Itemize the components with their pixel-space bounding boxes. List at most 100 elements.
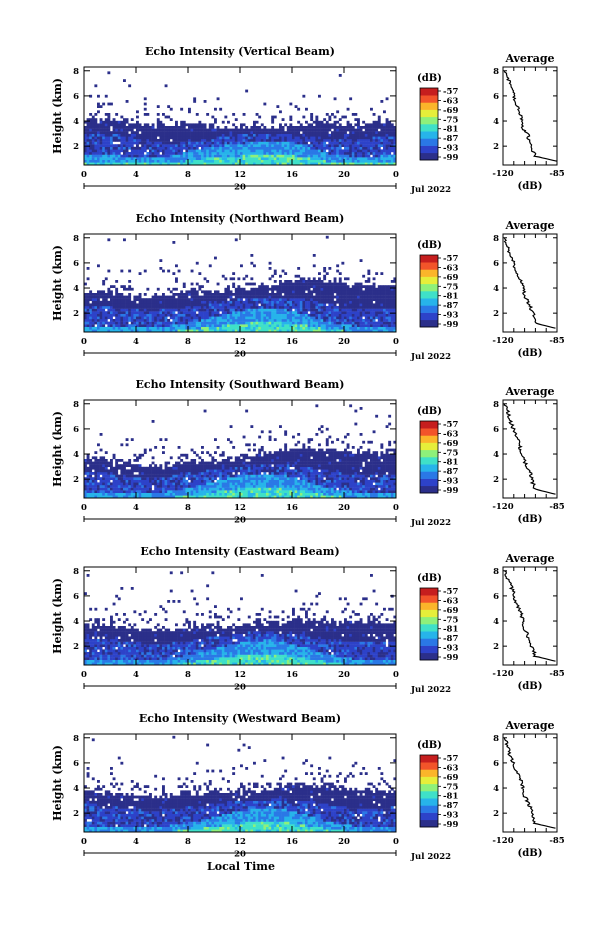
heatmap-cell [266, 159, 269, 163]
heatmap-cell [97, 128, 100, 132]
heatmap-cell [380, 128, 384, 132]
heatmap-cell [273, 133, 277, 137]
heatmap-cell [216, 141, 220, 145]
heatmap-cell [344, 154, 347, 158]
heatmap-cell [349, 321, 353, 325]
heatmap-cell [250, 282, 254, 286]
heatmap-cell [357, 282, 360, 286]
heatmap-cell [273, 321, 277, 325]
heatmap-cell [94, 141, 98, 145]
heatmap-cell [331, 287, 334, 291]
heatmap-cell [253, 152, 256, 155]
heatmap-cell [310, 316, 314, 320]
heatmap-cell [268, 133, 272, 137]
heatmap-cell [133, 495, 137, 499]
heatmap-cell [146, 490, 150, 493]
heatmap-cell [331, 149, 334, 153]
heatmap-cell [175, 321, 178, 325]
heatmap-cell [89, 485, 93, 488]
heatmap-cell [115, 152, 119, 155]
heatmap-cell [302, 139, 306, 142]
heatmap-cell [315, 115, 319, 119]
heatmap-cell [175, 264, 178, 268]
heatmap-cell [149, 126, 152, 129]
heatmap-cell [151, 306, 155, 309]
heatmap-cell [193, 162, 197, 166]
heatmap-cell [346, 146, 350, 150]
heatmap-cell [227, 306, 230, 309]
heatmap-cell [253, 287, 256, 291]
heatmap-cell [255, 303, 259, 307]
heatmap-cell [110, 495, 113, 499]
heatmap-cell [224, 136, 228, 140]
heatmap-cell [302, 329, 306, 333]
heatmap-cell [245, 131, 249, 134]
heatmap-cell [328, 326, 332, 330]
heatmap-cell [232, 303, 236, 307]
heatmap-cell [312, 316, 316, 320]
heatmap-cell [156, 319, 160, 322]
heatmap-cell [138, 149, 142, 153]
heatmap-cell [286, 303, 290, 307]
heatmap-cell [128, 472, 132, 475]
heatmap-cell [115, 485, 119, 488]
heatmap-cell [354, 319, 358, 322]
heatmap-cell [323, 321, 327, 325]
heatmap-cell [206, 451, 210, 454]
heatmap-cell [182, 131, 186, 134]
heatmap-cell [268, 136, 272, 140]
heatmap-cell [268, 261, 272, 265]
heatmap-cell [338, 159, 342, 163]
heatmap-cell [162, 139, 165, 142]
heatmap-cell [380, 162, 384, 166]
heatmap-cell [380, 136, 384, 140]
heatmap-cell [333, 316, 337, 320]
heatmap-cell [91, 466, 95, 470]
heatmap-cell [372, 144, 376, 147]
heatmap-cell [372, 133, 376, 137]
heatmap-cell [154, 162, 158, 166]
heatmap-cell [91, 487, 95, 491]
heatmap-cell [354, 157, 358, 160]
heatmap-cell [320, 126, 324, 129]
heatmap-cell [110, 485, 113, 488]
heatmap-cell [320, 141, 324, 145]
heatmap-cell [255, 316, 259, 320]
heatmap-cell [333, 123, 337, 127]
heatmap-cell [284, 303, 288, 307]
heatmap-cell [393, 293, 397, 296]
heatmap-cell [364, 326, 368, 330]
heatmap-cell [375, 293, 379, 296]
heatmap-cell [281, 162, 285, 166]
heatmap-cell [266, 319, 269, 322]
heatmap-cell [357, 149, 360, 153]
heatmap-cell [89, 295, 93, 299]
heatmap-cell [224, 277, 228, 281]
heatmap-cell [188, 298, 191, 301]
heatmap-cell [268, 154, 272, 158]
heatmap-cell [84, 316, 87, 320]
heatmap-cell [115, 280, 119, 283]
heatmap-cell [97, 162, 100, 166]
heatmap-cell [180, 131, 184, 134]
heatmap-cell [370, 321, 373, 325]
heatmap-cell [97, 306, 100, 309]
heatmap-cell [198, 295, 202, 299]
heatmap-cell [216, 321, 220, 325]
heatmap-cell [102, 311, 106, 314]
heatmap-cell [380, 303, 384, 307]
heatmap-cell [393, 133, 397, 137]
heatmap-cell [120, 136, 124, 140]
heatmap-cell [154, 469, 158, 473]
heatmap-cell [130, 300, 134, 304]
heatmap-cell [143, 469, 147, 473]
heatmap-cell [349, 139, 353, 142]
heatmap-cell [94, 469, 98, 473]
heatmap-cell [344, 162, 347, 166]
heatmap-cell [193, 316, 197, 320]
heatmap-cell [357, 313, 360, 317]
heatmap-cell [117, 321, 121, 325]
heatmap-cell [390, 126, 394, 129]
heatmap-cell [388, 126, 392, 129]
heatmap-cell [370, 313, 373, 317]
